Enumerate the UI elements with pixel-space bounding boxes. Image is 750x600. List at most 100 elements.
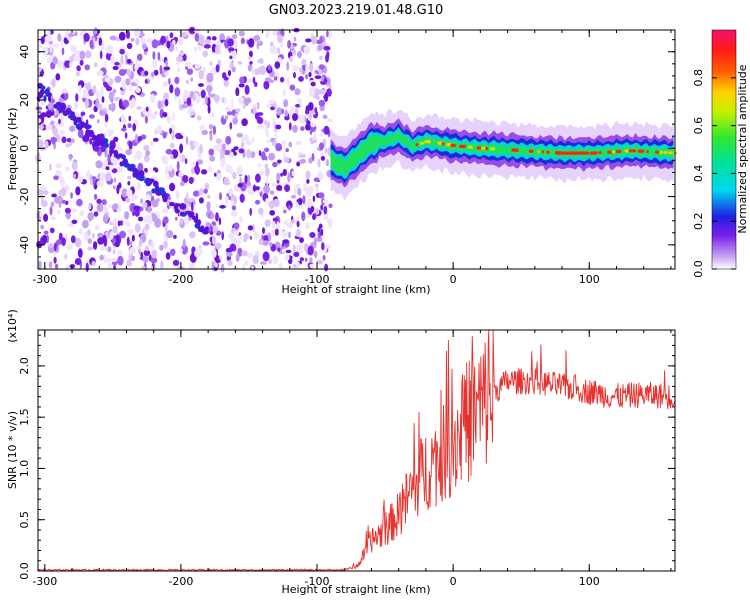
spectrogram-cell — [52, 127, 58, 136]
spectrogram-cell — [136, 181, 141, 191]
track-peak — [611, 150, 616, 154]
spectrogram-cell — [252, 255, 259, 265]
spectrogram-cell — [232, 151, 237, 156]
spectrogram-cell — [175, 216, 178, 221]
spectrogram-cell — [260, 261, 267, 265]
spectrogram-cell — [35, 106, 43, 111]
spectrogram-cell — [129, 240, 133, 247]
spectrogram-cell — [127, 228, 134, 235]
track-peak — [615, 149, 622, 154]
colorbar-tick-label: 0.4 — [692, 165, 705, 183]
spectrogram-cell — [228, 47, 235, 52]
spectrogram-cell — [316, 236, 323, 242]
x-tick-label: -300 — [32, 273, 57, 286]
spectrogram-cell — [173, 95, 178, 101]
track-peak — [528, 149, 534, 153]
spectrogram-cell — [53, 96, 57, 105]
spectrogram-cell — [127, 123, 132, 129]
spectrogram-cell — [122, 221, 126, 226]
spectrogram-cell — [306, 187, 313, 196]
spectrogram-cell — [146, 37, 153, 44]
spectrogram-cell — [256, 116, 263, 124]
spectrogram-cell — [284, 109, 289, 119]
spectrogram-cell — [116, 234, 119, 244]
spectrogram-cell — [237, 61, 243, 65]
streak-cell — [97, 134, 101, 138]
spectrogram-cell — [208, 148, 215, 156]
spectrogram-cell — [305, 123, 311, 131]
spectrogram-cell — [293, 71, 296, 79]
spectrogram-cell — [243, 233, 250, 240]
spectrogram-cell — [209, 131, 213, 142]
spectrogram-cell — [144, 115, 148, 124]
spectrogram-cell — [87, 229, 91, 236]
spectrogram-cell — [112, 88, 117, 94]
spectrogram-cell — [85, 262, 89, 272]
snr-x-ticks: -300 -200 -100 0 100 — [32, 330, 672, 588]
spectrogram-cell — [45, 123, 53, 131]
spectrogram-cell — [149, 140, 155, 146]
spectrogram-cell — [60, 39, 64, 47]
spectrogram-cell — [105, 172, 112, 182]
spectrogram-cell — [75, 93, 79, 102]
spectrogram-cell — [70, 138, 75, 143]
spectrogram-cell — [143, 249, 151, 256]
spectrogram-cell — [126, 68, 132, 77]
spectrogram-cell — [236, 132, 243, 138]
spectrogram-cell — [253, 230, 258, 239]
spectrogram-cell — [201, 169, 207, 175]
streak-cell — [75, 117, 82, 123]
track-peak — [515, 148, 519, 152]
spectrogram-cell — [47, 102, 54, 110]
spectrogram-cell — [268, 152, 275, 161]
spectrogram-cell — [83, 32, 90, 42]
spectrogram-cell — [283, 99, 289, 108]
spectrogram-cell — [255, 173, 261, 183]
spectrogram-cell — [287, 172, 291, 183]
spectrogram-cell — [261, 240, 269, 246]
spectrogram-cell — [201, 129, 208, 135]
spectrogram-cell — [175, 46, 179, 52]
spectrogram-cell — [118, 147, 123, 152]
spectrogram-cell — [102, 214, 109, 224]
spectrogram-cell — [58, 97, 64, 104]
spectrogram-cell — [111, 203, 119, 210]
spectrogram-cell — [95, 224, 100, 231]
spectrogram-cell — [143, 51, 148, 55]
spectrogram-cell — [276, 107, 283, 116]
y-tick-label: 2.0 — [18, 357, 31, 375]
spectrogram-cell — [44, 140, 49, 150]
spectrogram-cell — [303, 243, 309, 252]
spectrogram-cell — [98, 103, 103, 112]
spectrogram-cell — [240, 37, 245, 44]
spectrogram-cell — [110, 102, 116, 112]
spectrogram-cell — [235, 253, 240, 262]
snr-x-label: Height of straight line (km) — [281, 583, 430, 596]
spectrogram-cell — [159, 244, 164, 251]
streak-cell — [113, 153, 119, 158]
spectrogram-cell — [322, 254, 326, 261]
spectrogram-cell — [235, 87, 240, 97]
spectrogram-cell — [244, 84, 250, 95]
spectrogram-cell — [178, 36, 184, 46]
spectrogram-cell — [48, 261, 53, 269]
spectrogram-cell — [302, 195, 306, 205]
spectrogram-cell — [171, 130, 175, 141]
spectrogram-cell — [136, 106, 142, 111]
spectrogram-cell — [239, 193, 245, 203]
spectrogram-cell — [129, 246, 136, 255]
spectrogram-cell — [51, 193, 57, 198]
spectrogram-cell — [87, 169, 90, 177]
spectrogram-cell — [89, 138, 93, 145]
spectrogram-cell — [199, 188, 204, 196]
spectrogram-cell — [206, 201, 211, 211]
spectrogram-cell — [174, 76, 180, 85]
spectrogram-cell — [89, 39, 94, 49]
spectrogram-cell — [320, 228, 324, 236]
spectrogram-cell — [309, 232, 316, 238]
spectrogram-cell — [307, 245, 314, 256]
spectrogram-cell — [266, 103, 272, 109]
spectrogram-cell — [118, 182, 122, 189]
spectrogram-cell — [261, 151, 266, 161]
